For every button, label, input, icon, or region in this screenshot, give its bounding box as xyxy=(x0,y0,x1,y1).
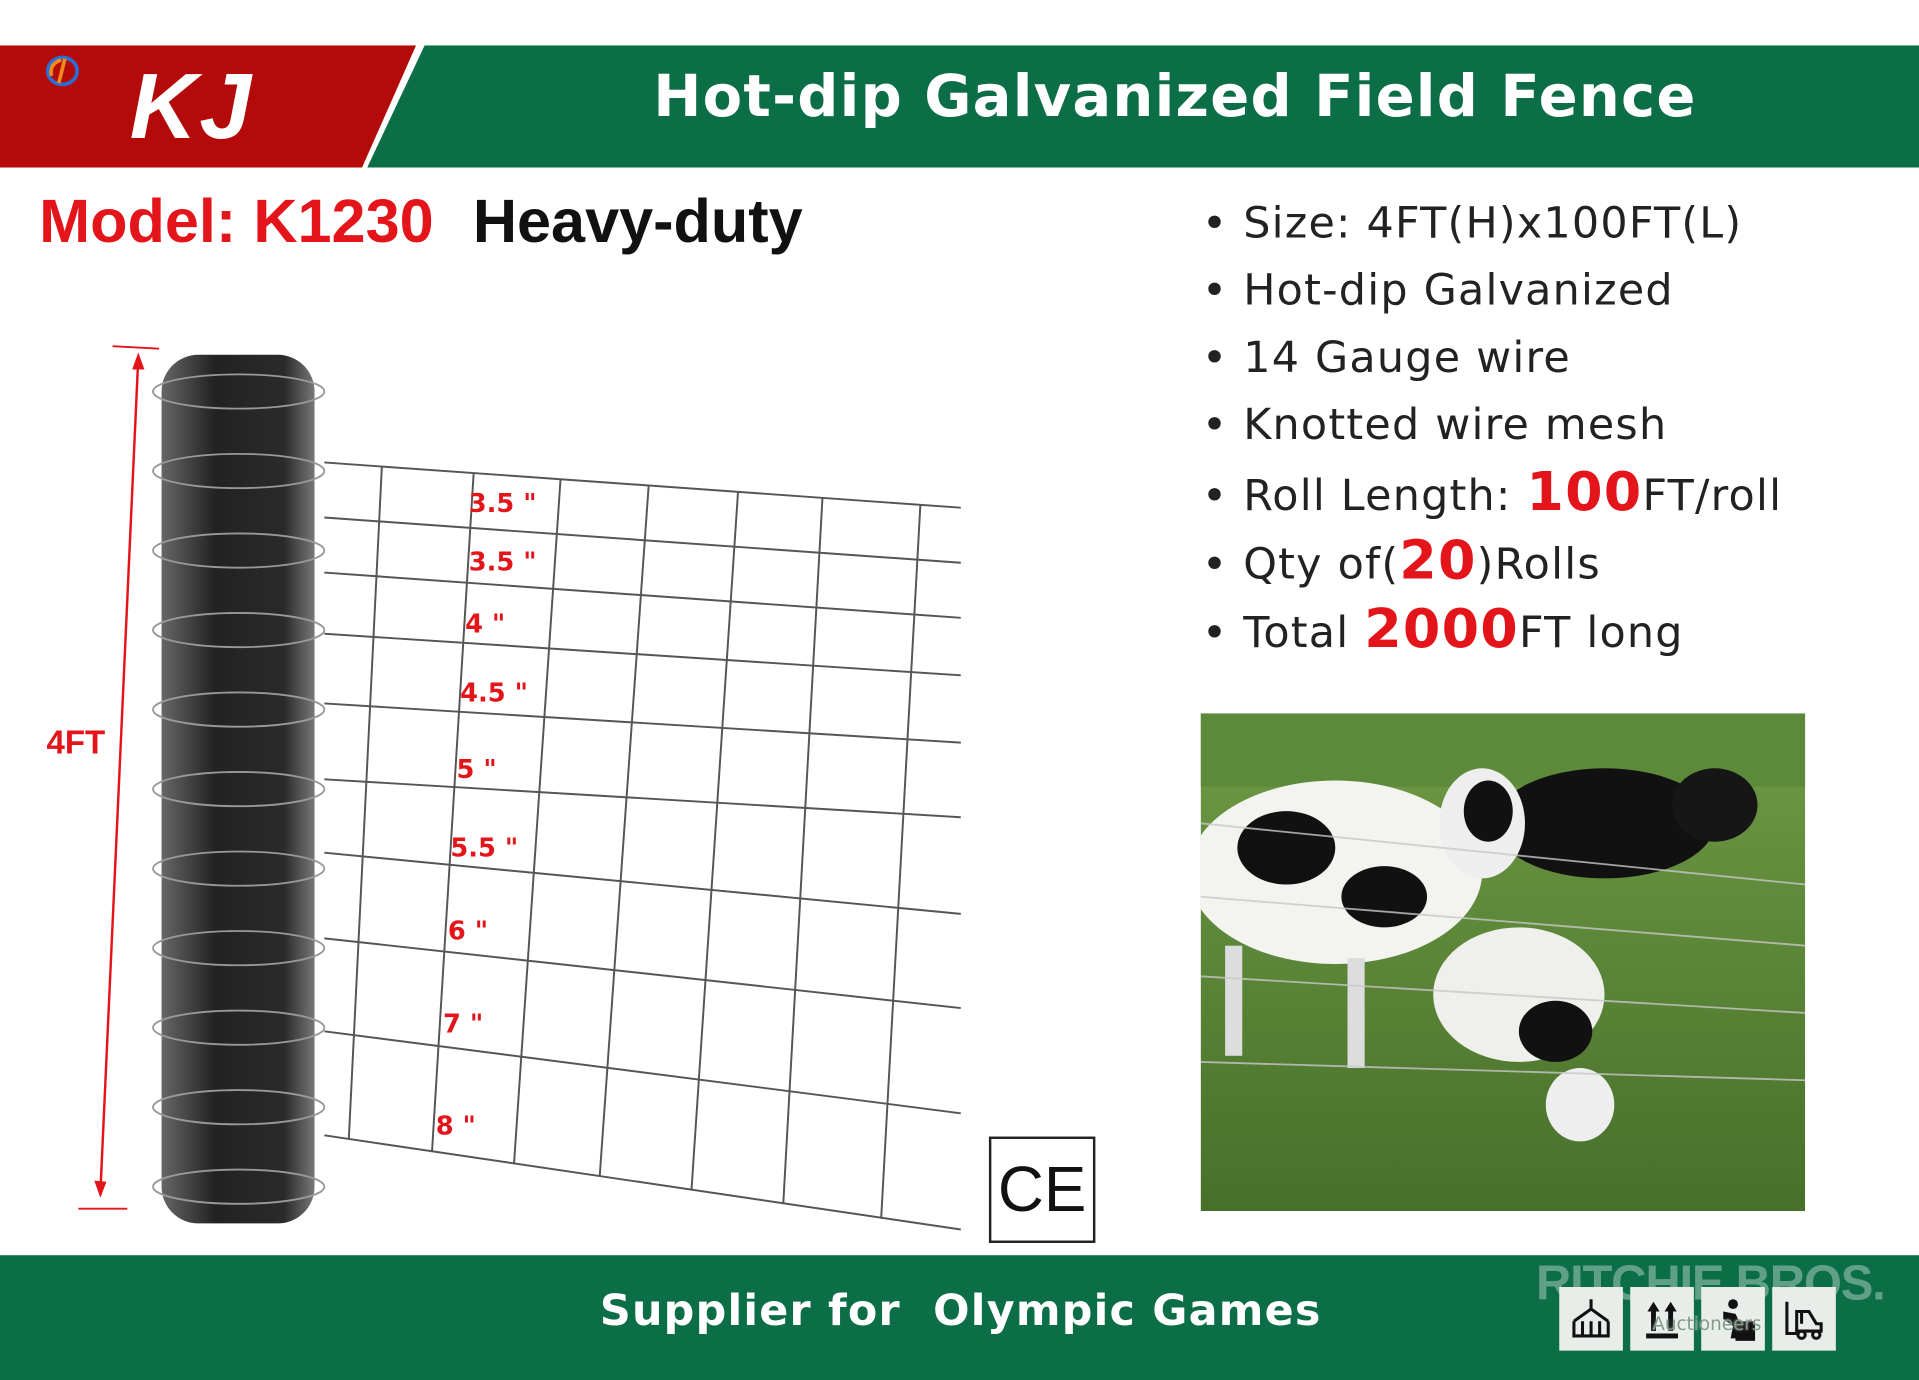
spacing-label: 5.5 " xyxy=(450,833,518,863)
header-green-band xyxy=(367,45,1919,168)
spec-item: • Hot-dip Galvanized xyxy=(1201,266,1674,316)
roll-rings xyxy=(152,373,326,1205)
spec-item: • Qty of(20)Rolls xyxy=(1201,529,1601,593)
vertical-stay-wire xyxy=(598,485,650,1177)
packaging-icons xyxy=(1559,1287,1836,1351)
roll-ring xyxy=(152,771,326,808)
spacing-label: 4.5 " xyxy=(460,679,528,709)
cattle-photo xyxy=(1200,713,1806,1212)
spacing-label: 3.5 " xyxy=(469,489,537,519)
horizontal-wire xyxy=(324,702,961,744)
roll-ring xyxy=(152,1168,326,1205)
spacing-label: 5 " xyxy=(457,755,497,785)
spacing-label: 7 " xyxy=(443,1010,483,1040)
horizontal-wire xyxy=(324,632,961,677)
container-lift-icon xyxy=(1559,1287,1623,1351)
roll-ring xyxy=(152,930,326,967)
dimension-tick-top xyxy=(112,345,160,350)
model-number: Model: K1230 xyxy=(39,187,434,256)
vertical-stay-wire xyxy=(513,479,562,1164)
heavy-lifting-icon xyxy=(1701,1287,1765,1351)
arrow-down-icon xyxy=(94,1180,107,1198)
brand-emblem-icon xyxy=(45,55,79,87)
roll-ring xyxy=(152,532,326,569)
spec-item: • Size: 4FT(H)x100FT(L) xyxy=(1201,199,1743,249)
footer-slogan: Supplier for Olympic Games xyxy=(599,1287,1322,1336)
spec-item: • Total 2000FT long xyxy=(1201,598,1684,661)
brand-logo: KJ xyxy=(129,55,254,160)
fence-diagram: 4FT 3.5 " 3.5 " 4 " 4.5 " 5 " 5.5 " 6 " 7 " 8 " xyxy=(47,345,961,1231)
vertical-stay-wire xyxy=(347,466,383,1139)
dimension-line xyxy=(99,357,140,1193)
spacing-label: 4 " xyxy=(465,610,505,640)
forklift-icon xyxy=(1772,1287,1836,1351)
roll-ring xyxy=(152,452,326,490)
watermark-sub: Auctioneers xyxy=(1652,1312,1762,1335)
vertical-stay-wire xyxy=(782,497,824,1204)
spec-item: • Roll Length: 100FT/roll xyxy=(1201,461,1783,524)
vertical-stay-wire xyxy=(431,473,475,1152)
arrow-up-icon xyxy=(132,352,145,370)
model-grade: Heavy-duty xyxy=(472,187,803,256)
horizontal-wire xyxy=(324,937,961,1010)
fence-mesh xyxy=(324,461,961,1231)
horizontal-wire xyxy=(324,851,961,915)
header-red-band xyxy=(0,45,417,168)
spacing-label: 3.5 " xyxy=(469,548,537,578)
horizontal-wire xyxy=(324,1030,961,1115)
fence-roll xyxy=(161,354,315,1224)
roll-ring xyxy=(152,691,326,728)
spacing-label: 6 " xyxy=(448,917,488,947)
roll-ring xyxy=(152,850,326,887)
horizontal-wire xyxy=(324,516,961,564)
horizontal-wire xyxy=(324,461,961,509)
roll-ring xyxy=(152,612,326,649)
model-heading: Model: K1230 Heavy-duty xyxy=(39,186,803,257)
horizontal-wire xyxy=(324,1134,961,1231)
spacing-label: 8 " xyxy=(436,1112,476,1142)
spec-item: • Knotted wire mesh xyxy=(1201,401,1668,451)
vertical-stay-wire xyxy=(690,491,739,1190)
ce-mark: CE xyxy=(988,1136,1096,1243)
roll-ring xyxy=(152,1009,326,1046)
vertical-stay-wire xyxy=(880,504,922,1218)
page-title: Hot-dip Galvanized Field Fence xyxy=(653,63,1697,131)
this-side-up-icon xyxy=(1630,1287,1694,1351)
roll-ring xyxy=(152,373,326,410)
spec-item: • 14 Gauge wire xyxy=(1201,333,1571,383)
horizontal-wire xyxy=(324,571,961,619)
roll-ring xyxy=(152,1089,326,1126)
horizontal-wire xyxy=(324,778,961,819)
spec-list: • Size: 4FT(H)x100FT(L) • Hot-dip Galvan… xyxy=(1202,196,1782,671)
height-label: 4FT xyxy=(47,724,106,761)
